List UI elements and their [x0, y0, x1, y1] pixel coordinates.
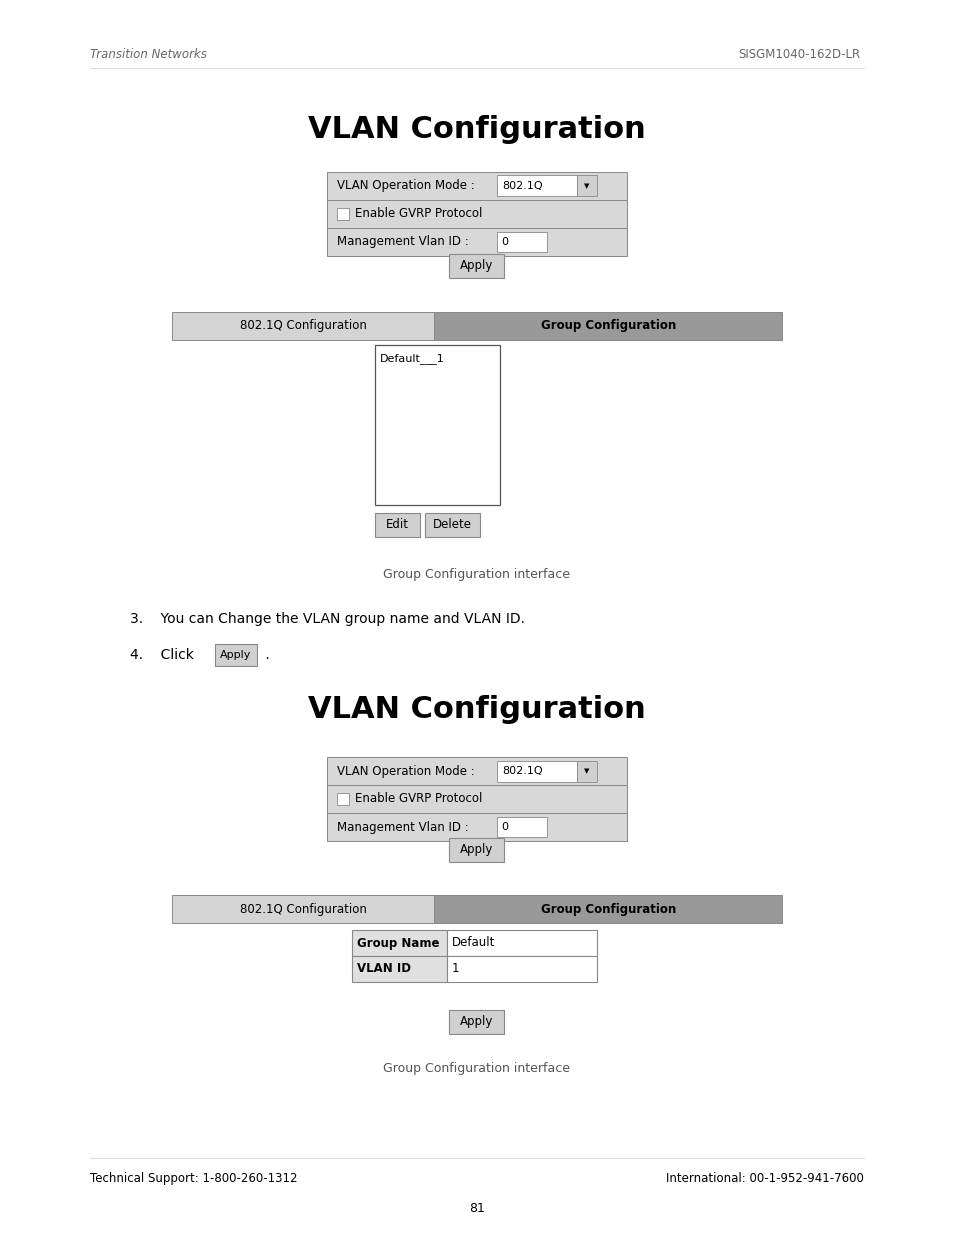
FancyBboxPatch shape: [172, 895, 434, 923]
FancyBboxPatch shape: [327, 813, 626, 841]
FancyBboxPatch shape: [336, 207, 349, 220]
Text: VLAN Configuration: VLAN Configuration: [308, 115, 645, 144]
FancyBboxPatch shape: [449, 254, 504, 278]
Text: Default___1: Default___1: [379, 353, 444, 364]
FancyBboxPatch shape: [375, 513, 419, 537]
FancyBboxPatch shape: [327, 785, 626, 813]
FancyBboxPatch shape: [447, 956, 597, 982]
Text: 81: 81: [469, 1202, 484, 1215]
Text: 4.    Click: 4. Click: [130, 648, 193, 662]
Text: 0: 0: [500, 237, 507, 247]
FancyBboxPatch shape: [424, 513, 479, 537]
Text: 802.1Q Configuration: 802.1Q Configuration: [239, 320, 366, 332]
Text: Enable GVRP Protocol: Enable GVRP Protocol: [355, 793, 482, 805]
FancyBboxPatch shape: [434, 895, 781, 923]
FancyBboxPatch shape: [352, 956, 447, 982]
FancyBboxPatch shape: [327, 228, 626, 256]
Text: .: .: [261, 648, 270, 662]
Text: 1: 1: [452, 962, 459, 976]
Text: Apply: Apply: [460, 259, 493, 273]
FancyBboxPatch shape: [327, 172, 626, 200]
Text: Transition Networks: Transition Networks: [90, 48, 207, 62]
Text: VLAN Operation Mode :: VLAN Operation Mode :: [336, 764, 475, 778]
Text: Apply: Apply: [460, 1015, 493, 1029]
Text: Group Name: Group Name: [356, 936, 439, 950]
Text: Edit: Edit: [386, 519, 409, 531]
Text: 802.1Q: 802.1Q: [501, 182, 542, 191]
Text: 0: 0: [500, 823, 507, 832]
Text: Apply: Apply: [220, 650, 252, 659]
FancyBboxPatch shape: [447, 930, 597, 956]
Text: Group Configuration interface: Group Configuration interface: [383, 1062, 570, 1074]
Text: 802.1Q Configuration: 802.1Q Configuration: [239, 903, 366, 915]
Text: Management Vlan ID :: Management Vlan ID :: [336, 236, 468, 248]
Text: Enable GVRP Protocol: Enable GVRP Protocol: [355, 207, 482, 221]
Text: International: 00-1-952-941-7600: International: 00-1-952-941-7600: [665, 1172, 863, 1186]
Text: 802.1Q: 802.1Q: [501, 766, 542, 776]
FancyBboxPatch shape: [336, 793, 349, 805]
FancyBboxPatch shape: [497, 761, 577, 782]
FancyBboxPatch shape: [449, 1010, 504, 1034]
Text: Apply: Apply: [460, 844, 493, 857]
FancyBboxPatch shape: [327, 200, 626, 228]
Text: VLAN ID: VLAN ID: [356, 962, 411, 976]
FancyBboxPatch shape: [577, 761, 597, 782]
Text: ▼: ▼: [583, 768, 589, 774]
Text: Group Configuration interface: Group Configuration interface: [383, 568, 570, 580]
Text: Group Configuration: Group Configuration: [540, 320, 675, 332]
Text: Technical Support: 1-800-260-1312: Technical Support: 1-800-260-1312: [90, 1172, 297, 1186]
FancyBboxPatch shape: [449, 839, 504, 862]
FancyBboxPatch shape: [352, 930, 447, 956]
Text: Group Configuration: Group Configuration: [540, 903, 675, 915]
Text: ▼: ▼: [583, 183, 589, 189]
FancyBboxPatch shape: [497, 816, 546, 837]
Text: 3.    You can Change the VLAN group name and VLAN ID.: 3. You can Change the VLAN group name an…: [130, 613, 524, 626]
FancyBboxPatch shape: [375, 345, 499, 505]
Text: SISGM1040-162D-LR: SISGM1040-162D-LR: [737, 48, 859, 62]
Text: VLAN Operation Mode :: VLAN Operation Mode :: [336, 179, 475, 193]
FancyBboxPatch shape: [497, 175, 577, 196]
FancyBboxPatch shape: [577, 175, 597, 196]
Text: Default: Default: [452, 936, 495, 950]
Text: Delete: Delete: [433, 519, 472, 531]
FancyBboxPatch shape: [172, 312, 434, 340]
FancyBboxPatch shape: [214, 643, 256, 666]
Text: Management Vlan ID :: Management Vlan ID :: [336, 820, 468, 834]
Text: VLAN Configuration: VLAN Configuration: [308, 695, 645, 724]
FancyBboxPatch shape: [497, 232, 546, 252]
FancyBboxPatch shape: [434, 312, 781, 340]
FancyBboxPatch shape: [327, 757, 626, 785]
